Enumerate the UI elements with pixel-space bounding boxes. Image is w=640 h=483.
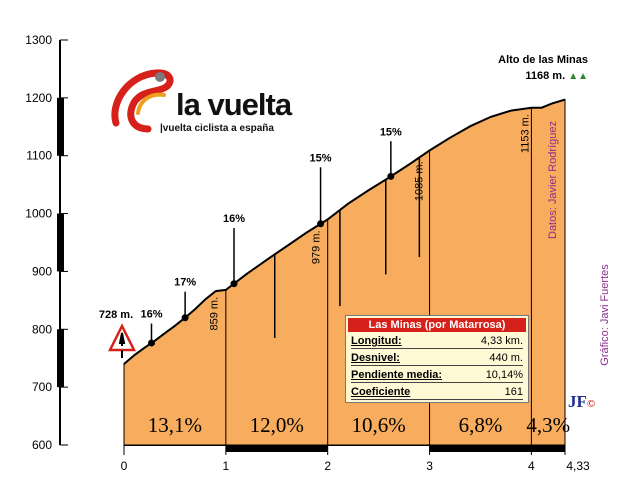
stats-box: Las Minas (por Matarrosa) Longitud: 4,33 … [345, 315, 529, 403]
start-elevation-label: 728 m. [99, 309, 133, 321]
stats-row: Longitud: 4,33 km. [351, 335, 523, 349]
x-axis-band [531, 445, 565, 452]
axes: 600 700 800 900 1000 1100 1200 1300 0 1 2 3 4 4,33 [25, 33, 590, 473]
summit-name: Alto de las Minas [498, 54, 588, 66]
y-tick-label: 900 [32, 264, 52, 278]
segment-gradient-label: 10,6% [351, 413, 405, 437]
grade-marker-dot [317, 220, 325, 228]
segment-gradient-label: 6,8% [459, 413, 503, 437]
grade-marker-label: 16% [140, 309, 162, 321]
logo-tagline: |vuelta ciclista a españa [160, 123, 274, 134]
summit-elevation: 1168 m. [525, 70, 566, 82]
mountain-icon: ▲▲ [568, 71, 588, 82]
x-tick-label: 0 [121, 459, 128, 473]
segment-gradient-label: 4,3% [526, 413, 570, 437]
graphic-credit: Gráfico: Javi Fuertes [599, 264, 611, 366]
grade-marker-label: 17% [174, 277, 196, 289]
grade-marker-dot [181, 314, 189, 322]
y-axis-band [57, 213, 64, 272]
grade-marker-label: 15% [310, 152, 332, 164]
grade-marker-dot [147, 339, 155, 347]
warning-sign-icon [107, 323, 137, 358]
x-tick-label: 2 [324, 459, 331, 473]
y-tick-label: 800 [32, 322, 52, 336]
summit-label: Alto de las Minas 1168 m. ▲▲ [498, 52, 588, 85]
stats-row: Desnivel: 440 m. [351, 352, 523, 366]
y-axis-band [57, 97, 64, 156]
y-tick-label: 600 [32, 438, 52, 452]
y-axis-band [57, 329, 64, 388]
y-tick-label: 700 [32, 380, 52, 394]
x-tick-label: 4 [528, 459, 535, 473]
stats-row: Pendiente media: 10,14% [351, 369, 523, 383]
x-tick-label: 1 [223, 459, 230, 473]
y-tick-label: 1300 [25, 33, 52, 47]
profile-line [123, 98, 566, 365]
data-credit: Datos: Javier Rodríguez [547, 121, 559, 239]
chart-labels: 13,1% 12,0% 10,6% 6,8% 4,3% 16% 17% 16% 15% 15% 85… [99, 114, 611, 437]
x-end-label: 4,33 [566, 459, 590, 473]
grade-marker-dot [387, 172, 395, 180]
grade-marker-label: 15% [380, 126, 402, 138]
x-axis-band [429, 445, 532, 452]
y-tick-label: 1200 [25, 91, 52, 105]
stats-row: Coeficiente 161 [351, 386, 523, 400]
segment-gradient-label: 12,0% [250, 413, 304, 437]
elevation-label: 1153 m. [519, 114, 531, 153]
grade-markers [147, 141, 421, 347]
warning-glyph [118, 332, 126, 346]
logo-wordmark: la vuelta [176, 87, 292, 122]
elevation-label: 979 m. [311, 230, 323, 264]
grade-marker-label: 16% [223, 213, 245, 225]
elevation-label: 1085 m. [413, 161, 425, 201]
segment-gradient-label: 13,1% [148, 413, 202, 437]
x-tick-label: 3 [426, 459, 433, 473]
x-axis-band [225, 445, 328, 452]
grade-marker-dot [230, 280, 238, 288]
logo-swirl-icon [111, 69, 174, 133]
stats-title: Las Minas (por Matarrosa) [348, 318, 526, 332]
elevation-label: 859 m. [209, 297, 221, 331]
y-tick-label: 1000 [25, 207, 52, 221]
author-mark: JF© [568, 392, 596, 411]
y-tick-label: 1100 [26, 149, 52, 163]
la-vuelta-logo: la vuelta |vuelta ciclista a españa [108, 63, 298, 143]
